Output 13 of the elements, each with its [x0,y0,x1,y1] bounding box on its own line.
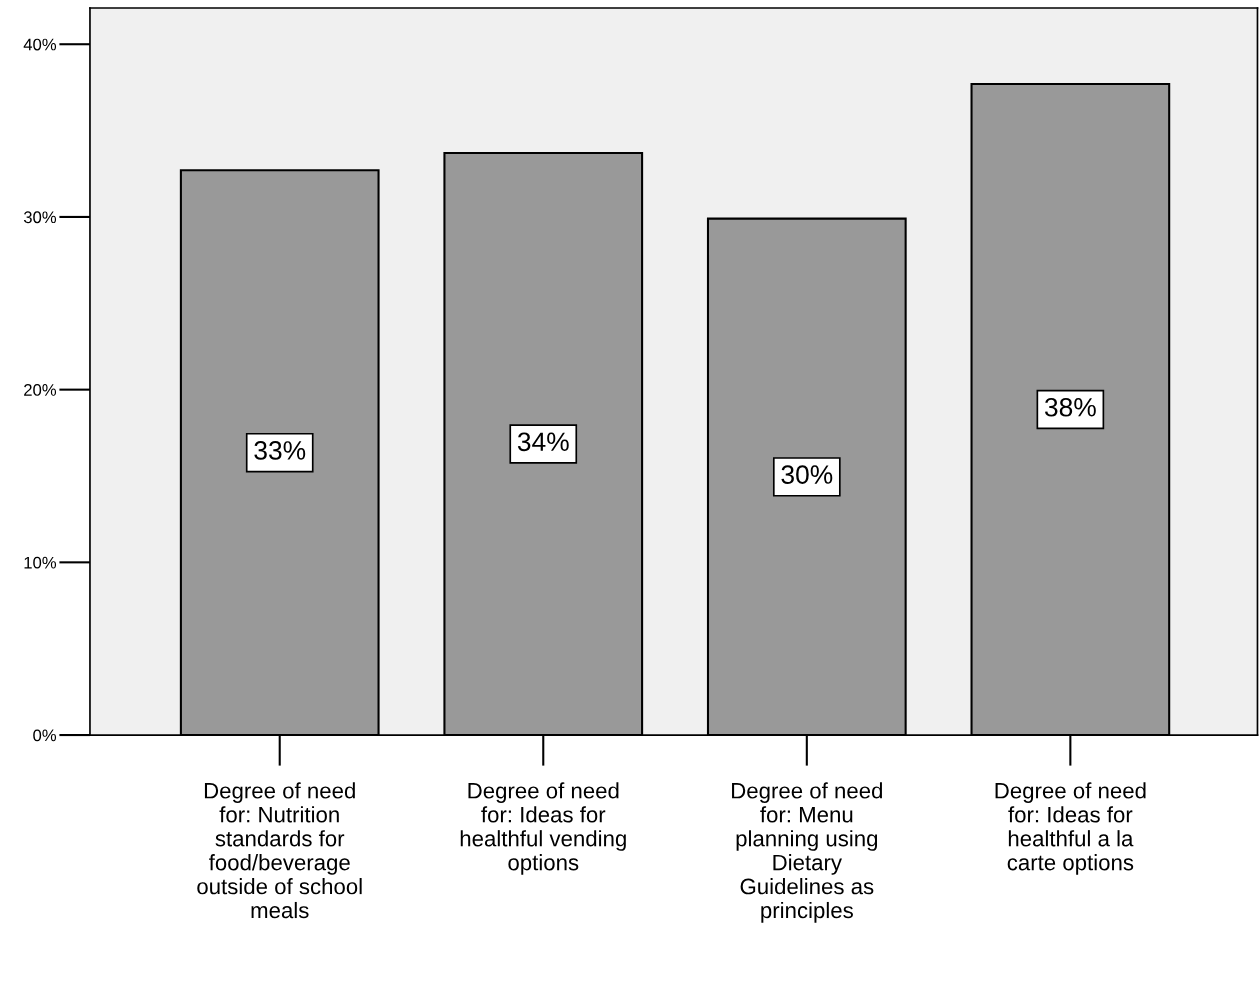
x-tick-label: Degree of need for: Ideas for healthful vending options [460,782,626,875]
x-tick-label: Degree of need for: Ideas for healthful a la carte options [995,782,1146,875]
x-tick-label: Degree of need for: Nutrition standards for food/beverage outside of school meals [197,782,362,919]
y-tick-label: 0% [33,729,57,742]
x-tick-label: Degree of need for: Menu planning using Dietary Guidelines as principles [732,782,882,923]
data-label: 38% [1044,397,1096,417]
data-label: 30% [781,465,833,484]
y-tick-label: 40% [23,38,57,51]
y-tick-label: 20% [24,384,57,396]
y-tick-label: 30% [23,211,57,224]
y-tick-label: 10% [24,556,57,569]
data-label: 34% [517,432,569,452]
data-label: 33% [254,441,306,460]
